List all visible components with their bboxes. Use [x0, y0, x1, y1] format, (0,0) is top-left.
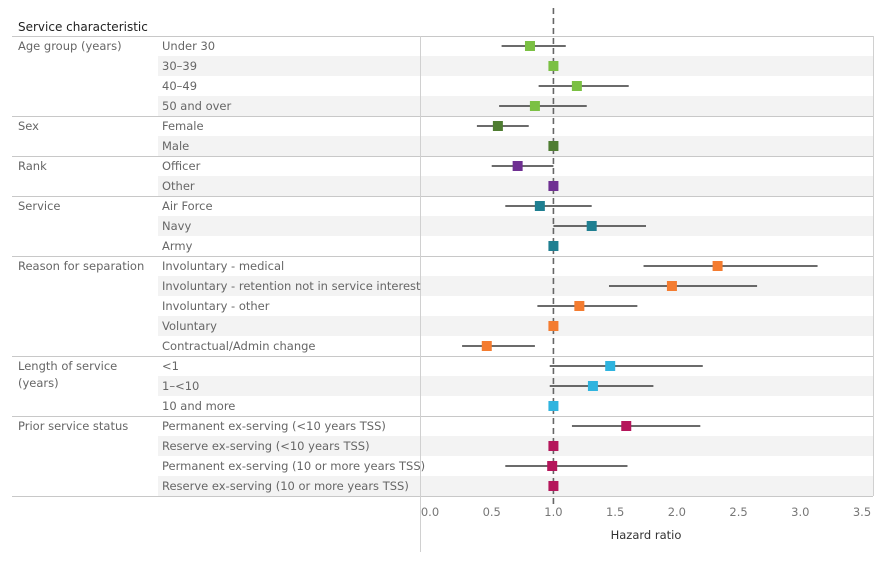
- row-label: Permanent ex-serving (<10 years TSS): [162, 419, 386, 433]
- x-tick-label: 3.5: [853, 505, 871, 519]
- row-label: Air Force: [162, 199, 213, 213]
- column-header: Service characteristic: [18, 20, 148, 34]
- hr-marker: [666, 281, 677, 291]
- group-separators: [12, 36, 873, 497]
- x-tick-label: 0.5: [483, 505, 501, 519]
- row-band: [158, 376, 873, 396]
- row-band: [158, 176, 873, 196]
- row-band: [158, 136, 873, 156]
- row-label: Male: [162, 139, 189, 153]
- hr-marker: [548, 141, 559, 151]
- group-prior-service-status: Prior service status Permanent ex-serving…: [18, 419, 701, 493]
- x-axis-ticks: 0.0 0.5 1.0 1.5 2.0 2.5 3.0 3.5: [421, 505, 871, 519]
- row-label: Officer: [162, 159, 201, 173]
- hr-marker: [574, 301, 585, 311]
- group-sex: Sex Female Male: [18, 119, 559, 153]
- group-label: Rank: [18, 159, 47, 173]
- hr-marker: [529, 101, 540, 111]
- group-label: (years): [18, 376, 59, 390]
- hr-marker: [481, 341, 492, 351]
- x-tick-label: 1.5: [606, 505, 624, 519]
- x-tick-label: 2.5: [729, 505, 747, 519]
- row-label: Under 30: [162, 39, 215, 53]
- row-label: Involuntary - other: [162, 299, 270, 313]
- hr-marker: [548, 401, 559, 411]
- group-label: Sex: [18, 119, 39, 133]
- hr-marker: [605, 361, 616, 371]
- row-bands: [158, 56, 873, 496]
- group-label: Age group (years): [18, 39, 122, 53]
- row-band: [158, 436, 873, 456]
- row-band: [158, 316, 873, 336]
- row-band: [158, 476, 873, 496]
- hr-marker: [587, 381, 598, 391]
- hr-marker: [621, 421, 632, 431]
- hr-marker: [524, 41, 535, 51]
- row-label: 1–<10: [162, 379, 199, 393]
- row-label: <1: [162, 359, 179, 373]
- x-tick-label: 0.0: [421, 505, 439, 519]
- row-label: 50 and over: [162, 99, 231, 113]
- row-band: [158, 216, 873, 236]
- row-label: Other: [162, 179, 195, 193]
- hr-marker: [547, 461, 558, 471]
- group-label: Reason for separation: [18, 259, 144, 273]
- x-axis-title: Hazard ratio: [610, 528, 682, 542]
- row-label: Voluntary: [162, 319, 217, 333]
- row-label: Permanent ex-serving (10 or more years T…: [162, 459, 425, 473]
- row-band: [158, 276, 873, 296]
- hr-marker: [548, 481, 559, 491]
- row-label: Navy: [162, 219, 191, 233]
- group-label: Prior service status: [18, 419, 128, 433]
- x-tick-label: 1.0: [544, 505, 562, 519]
- row-label: Reserve ex-serving (<10 years TSS): [162, 439, 370, 453]
- group-label: Length of service: [18, 359, 117, 373]
- row-label: Involuntary - retention not in service i…: [162, 279, 421, 293]
- row-label: Reserve ex-serving (10 or more years TSS…: [162, 479, 409, 493]
- group-length-of-service-years: Length of service (years) <1 1–<10 10 and mo…: [18, 359, 703, 413]
- group-reason-for-separation: Reason for separation Involuntary - medic…: [18, 259, 818, 353]
- group-label: Service: [18, 199, 61, 213]
- row-label: Army: [162, 239, 193, 253]
- hr-marker: [548, 181, 559, 191]
- row-band: [158, 56, 873, 76]
- x-tick-label: 2.0: [668, 505, 686, 519]
- hr-marker: [586, 221, 597, 231]
- row-label: Female: [162, 119, 204, 133]
- hr-marker: [534, 201, 545, 211]
- row-label: 10 and more: [162, 399, 235, 413]
- hr-marker: [548, 321, 559, 331]
- group-rank: Rank Officer Other: [18, 159, 559, 193]
- hr-marker: [548, 241, 559, 251]
- row-label: 30–39: [162, 59, 197, 73]
- hr-marker: [571, 81, 582, 91]
- hr-marker: [548, 441, 559, 451]
- hr-marker: [512, 161, 523, 171]
- row-label: 40–49: [162, 79, 197, 93]
- group-age-group-years: Age group (years) Under 30 30–39 40–49 50 an…: [18, 39, 629, 113]
- hr-marker: [548, 61, 559, 71]
- x-tick-label: 3.0: [791, 505, 809, 519]
- row-label: Contractual/Admin change: [162, 339, 316, 353]
- group-service: Service Air Force Navy Army: [18, 199, 646, 253]
- row-label: Involuntary - medical: [162, 259, 284, 273]
- hr-marker: [492, 121, 503, 131]
- hr-marker: [712, 261, 723, 271]
